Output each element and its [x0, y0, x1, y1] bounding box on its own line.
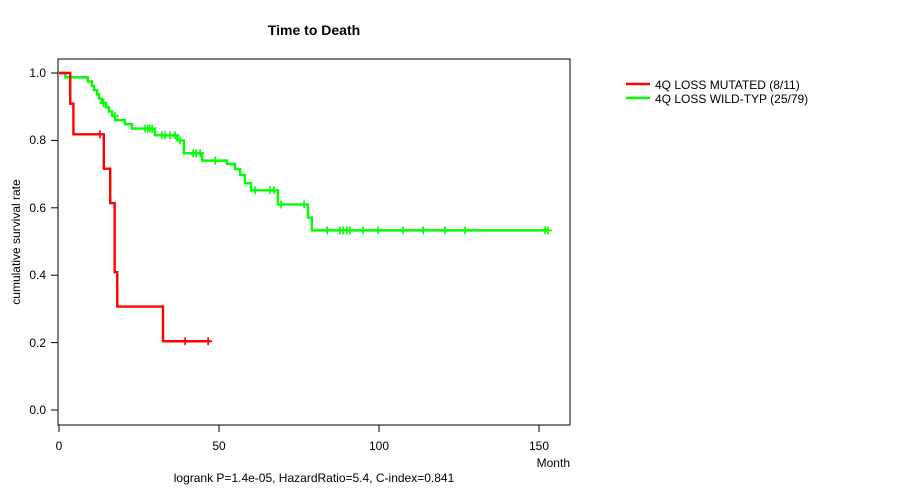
y-tick-label: 0.0	[29, 403, 46, 417]
y-tick-label: 0.2	[29, 335, 46, 350]
statistics-annotation: logrank P=1.4e-05, HazardRatio=5.4, C-in…	[173, 471, 455, 485]
x-tick-label: 150	[528, 439, 550, 453]
survival-curve-mutated	[59, 71, 211, 343]
y-tick-label: 0.8	[29, 133, 46, 148]
x-tick-label: 50	[212, 439, 226, 453]
plot-box	[57, 58, 571, 426]
x-axis-label: Month	[536, 456, 570, 470]
y-tick-label: 1.0	[29, 66, 46, 80]
x-tick-label: 100	[368, 439, 390, 453]
chart-title: Time to Death	[267, 22, 361, 38]
y-axis-label: cumulative survival rate	[9, 179, 23, 305]
legend-label-wildtype: 4Q LOSS WILD-TYP (25/79)	[655, 92, 809, 106]
legend-label-mutated: 4Q LOSS MUTATED (8/11)	[655, 78, 800, 92]
y-tick-label: 0.4	[29, 268, 46, 283]
survival-curve-wildtype	[59, 71, 549, 232]
y-tick-label: 0.6	[29, 200, 46, 215]
x-tick-label: 0	[55, 439, 63, 453]
